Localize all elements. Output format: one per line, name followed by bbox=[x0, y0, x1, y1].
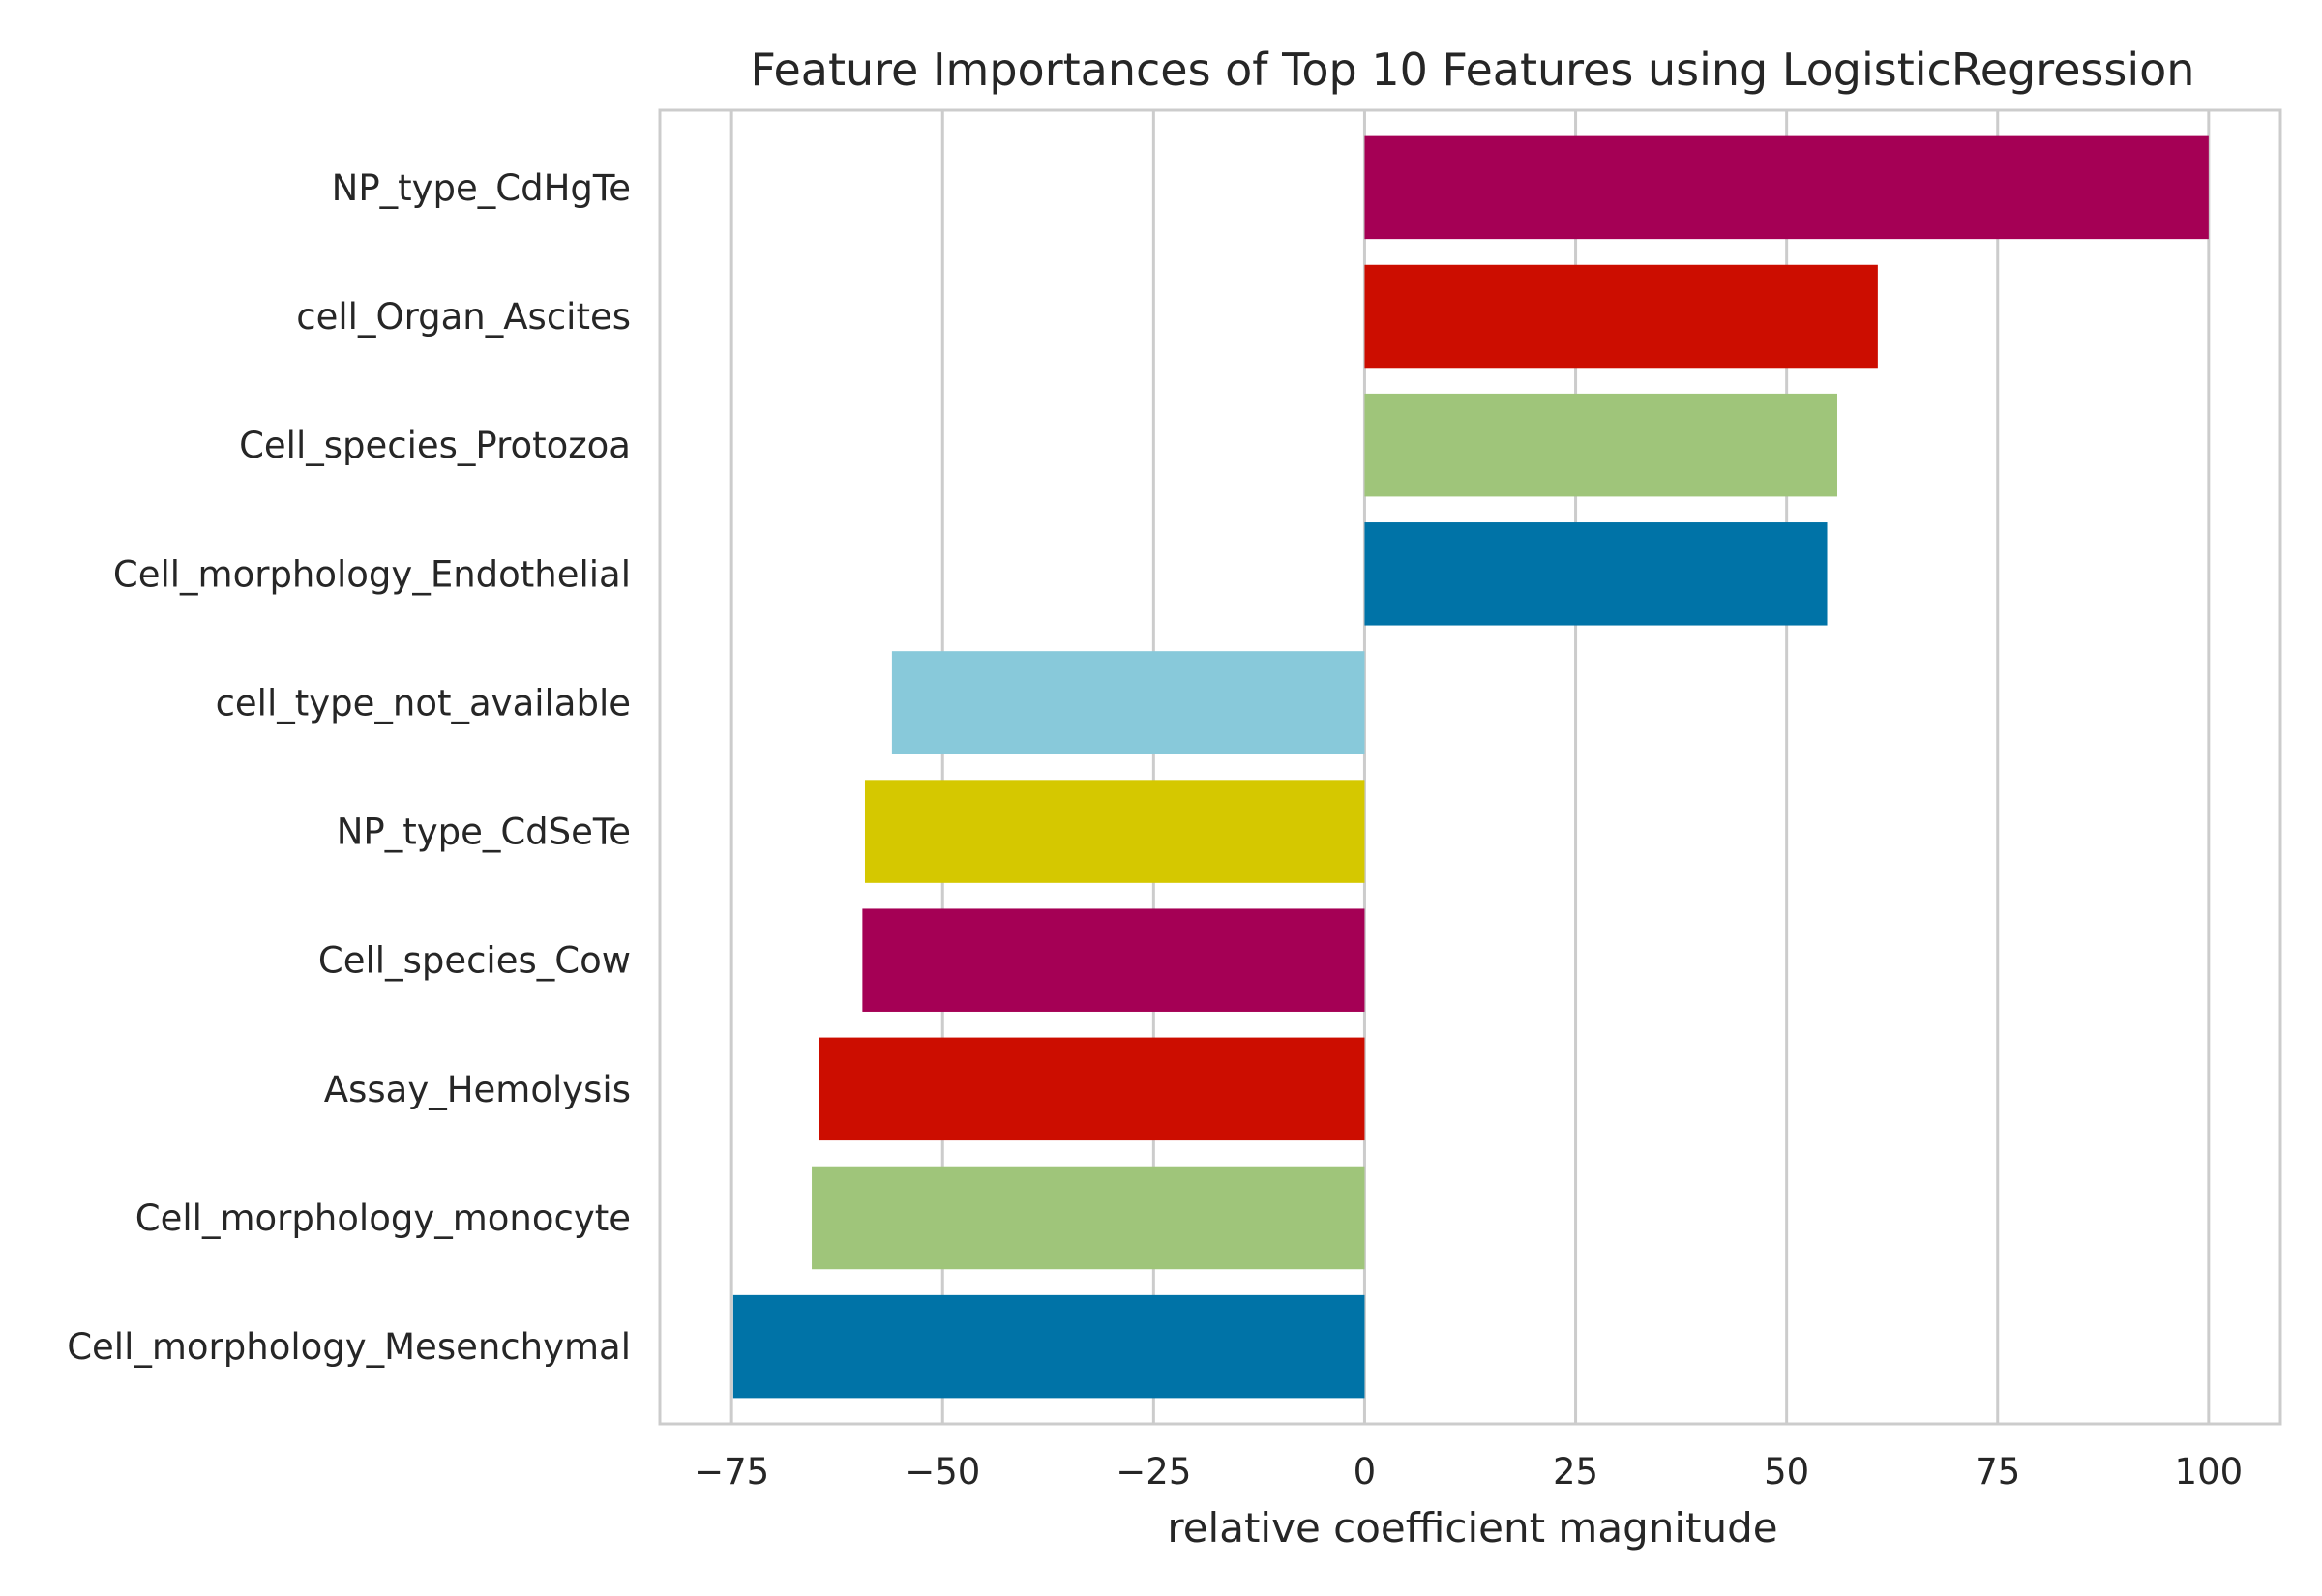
bar-cell-species-protozoa bbox=[1364, 393, 1837, 497]
bar-assay-hemolysis bbox=[819, 1037, 1365, 1141]
y-tick-label: cell_type_not_available bbox=[216, 682, 631, 724]
bar-cell-organ-ascites bbox=[1364, 264, 1878, 369]
y-tick-label: NP_type_CdHgTe bbox=[332, 167, 631, 209]
chart-title: Feature Importances of Top 10 Features u… bbox=[751, 44, 2195, 96]
x-axis-label: relative coefficient magnitude bbox=[1167, 1504, 1777, 1552]
x-tick-label: 75 bbox=[1975, 1451, 2020, 1493]
x-tick-labels: −75 −50 −25 0 25 50 75 100 bbox=[694, 1451, 2243, 1493]
plot-frame bbox=[658, 108, 2282, 1426]
x-tick-label: −25 bbox=[1116, 1451, 1191, 1493]
bar-cell-morphology-monocyte bbox=[812, 1166, 1365, 1270]
bar-cell-species-cow bbox=[862, 908, 1365, 1012]
bars bbox=[732, 135, 2209, 1399]
y-tick-label: cell_Organ_Ascites bbox=[296, 296, 631, 338]
y-tick-label: Cell_morphology_Endothelial bbox=[113, 553, 631, 595]
x-tick-label: −75 bbox=[694, 1451, 769, 1493]
y-tick-label: Cell_species_Protozoa bbox=[239, 425, 631, 466]
bar-np-type-cdsete bbox=[864, 780, 1365, 883]
y-tick-labels: NP_type_CdHgTe cell_Organ_Ascites Cell_spe… bbox=[67, 167, 631, 1368]
y-tick-label: Cell_morphology_monocyte bbox=[135, 1197, 631, 1239]
x-tick-label: 0 bbox=[1354, 1451, 1377, 1493]
x-tick-label: 25 bbox=[1553, 1451, 1598, 1493]
bar-np-type-cdhgte bbox=[1364, 135, 2209, 240]
y-tick-label: NP_type_CdSeTe bbox=[337, 812, 631, 853]
bar-cell-morphology-mesenchymal bbox=[732, 1294, 1365, 1399]
bar-cell-type-not-available bbox=[891, 651, 1365, 754]
y-tick-label: Cell_species_Cow bbox=[318, 940, 631, 982]
y-tick-label: Assay_Hemolysis bbox=[324, 1069, 631, 1110]
y-tick-label: Cell_morphology_Mesenchymal bbox=[67, 1326, 631, 1368]
x-tick-label: 50 bbox=[1764, 1451, 1809, 1493]
bar-cell-morphology-endothelial bbox=[1364, 522, 1828, 626]
x-tick-label: −50 bbox=[905, 1451, 980, 1493]
x-tick-label: 100 bbox=[2175, 1451, 2244, 1493]
